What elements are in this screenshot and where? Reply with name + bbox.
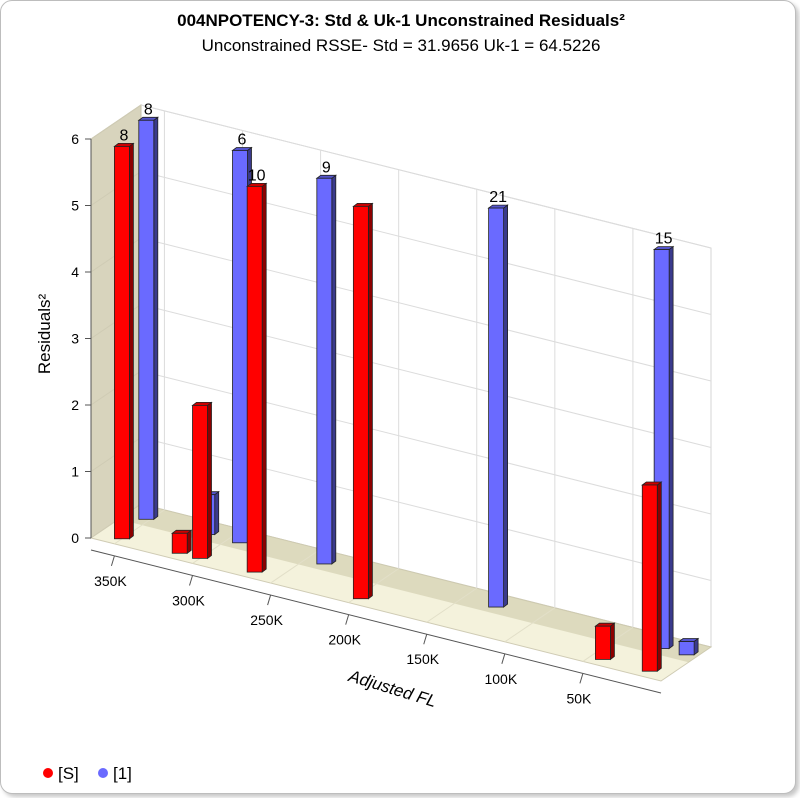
bar-s (170, 529, 193, 555)
y-tick-label: 5 (71, 198, 79, 214)
x-tick-label: 250K (250, 612, 283, 628)
bar-front-face (678, 641, 695, 656)
x-axis-line (90, 549, 662, 694)
bar-side-face (207, 401, 212, 560)
bar-front-face (192, 405, 208, 559)
y-tick-label: 1 (71, 464, 79, 480)
bar-front-face (352, 205, 369, 600)
bar-top-face (594, 622, 616, 627)
x-axis-label: Adjusted FL (345, 666, 438, 711)
y-tick-label: 6 (71, 131, 79, 147)
y-tick-label: 3 (71, 331, 79, 347)
gridline-floor (504, 607, 556, 643)
bar-top-face (170, 529, 193, 534)
bar-1 (677, 637, 700, 656)
x-tick-mark (345, 614, 350, 625)
chart-title: 004NPOTENCY-3: Std & Uk-1 Unconstrained … (177, 11, 625, 30)
bars (113, 116, 700, 673)
bar-s (191, 401, 213, 560)
x-tick-mark (501, 653, 506, 664)
bar-s (113, 142, 135, 540)
legend-label-s: [S] (58, 764, 79, 783)
gridline-floor (270, 548, 321, 584)
bar-side-face (610, 622, 615, 661)
bar-value-label: 10 (248, 167, 266, 184)
bar-s (245, 182, 268, 573)
bar-side-face (367, 202, 373, 600)
bar-front-face (232, 150, 248, 544)
bar-front-face (171, 532, 188, 554)
bar-value-label: 15 (655, 231, 673, 248)
bar-s (594, 622, 616, 661)
x-tick-label: 100K (484, 671, 517, 687)
bar-side-face (261, 182, 267, 573)
bar-s (641, 481, 663, 673)
bar-front-face (246, 185, 263, 573)
x-tick-mark (189, 575, 193, 586)
bar-front-face (138, 119, 155, 520)
bar-s (352, 202, 374, 600)
legend: [S] [1] (43, 764, 132, 783)
gridline-side (90, 104, 142, 140)
bar-side-face (668, 245, 674, 650)
bar-front-face (641, 484, 658, 672)
x-tick-mark (267, 594, 272, 606)
bar-value-label: 8 (119, 127, 128, 144)
x-tick-mark (110, 555, 115, 567)
bar-side-face (128, 142, 134, 540)
legend-marker-s (43, 768, 53, 778)
bar-side-face (214, 490, 220, 536)
bar-value-label: 9 (322, 159, 331, 176)
bar-value-label: 8 (144, 101, 153, 118)
bar-value-label: 21 (489, 189, 507, 206)
bar-side-face (186, 529, 192, 555)
y-tick-label: 4 (71, 264, 79, 280)
bar-1 (487, 204, 509, 608)
bar-side-face (331, 174, 337, 565)
x-tick-label: 150K (406, 651, 439, 667)
bar-top-face (352, 202, 374, 207)
x-tick-mark (579, 673, 584, 684)
legend-marker-1 (98, 768, 108, 778)
bar-front-face (595, 625, 611, 660)
y-axis-ticks: 0 1 2 3 4 5 6 (71, 131, 91, 546)
bar-front-face (488, 207, 505, 608)
bar-top-face (677, 638, 700, 642)
gridline-floor (426, 587, 478, 623)
y-axis-label: Residuals² (35, 294, 54, 375)
bar-side-face (503, 204, 509, 608)
x-tick-label: 50K (566, 690, 592, 706)
y-tick-label: 2 (71, 397, 79, 413)
bar-top-face (191, 401, 213, 406)
x-tick-label: 200K (328, 632, 361, 648)
gridline-horizontal (140, 104, 712, 249)
y-tick-label: 0 (71, 530, 79, 546)
bar-side-face (153, 116, 159, 521)
bar-front-face (114, 146, 130, 540)
bar-top-face (641, 481, 663, 486)
bar-1 (315, 174, 337, 565)
floor-shadow (118, 504, 711, 663)
x-tick-label: 300K (172, 592, 205, 608)
bar-labels: 8 6 9 21 15 8 10 (119, 101, 672, 247)
bar-side-face (656, 481, 662, 673)
bar-1 (137, 116, 160, 521)
x-tick-label: 350K (94, 573, 127, 589)
bar-value-label: 6 (238, 131, 247, 148)
legend-label-1: [1] (113, 764, 132, 783)
x-tick-mark (423, 634, 428, 645)
x-axis-ticks: 350K 300K 250K 200K 150K 100K 50K (94, 555, 592, 706)
bar-front-face (316, 177, 333, 565)
chart-subtitle: Unconstrained RSSE- Std = 31.9656 Uk-1 =… (202, 36, 601, 55)
